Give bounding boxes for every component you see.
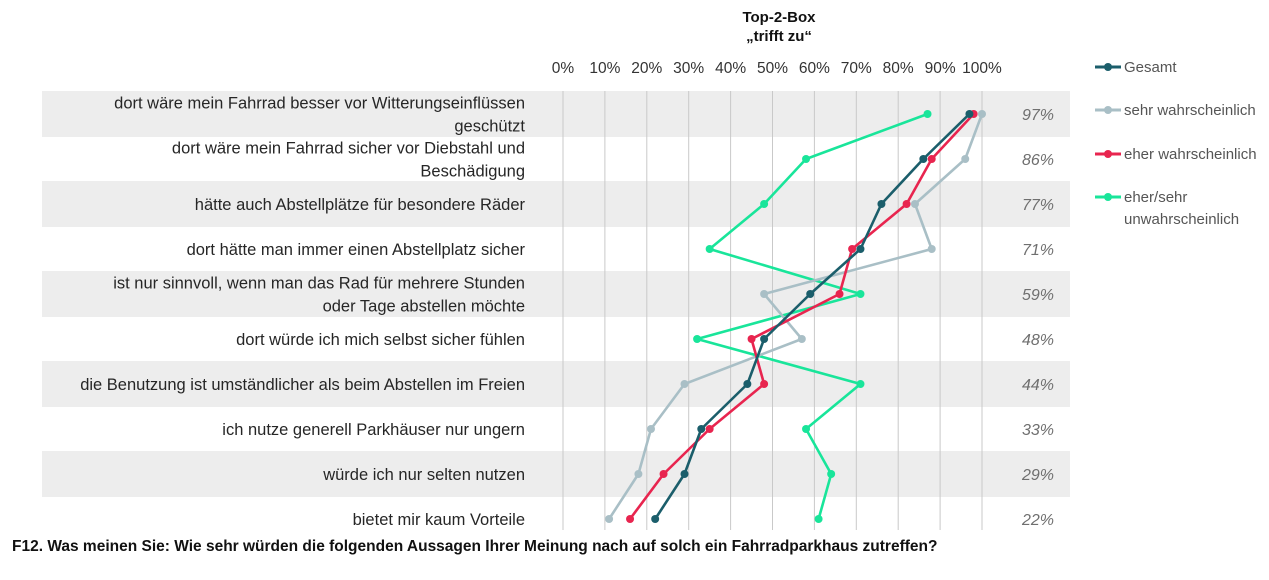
data-point bbox=[693, 335, 702, 343]
legend-label: unwahrscheinlich bbox=[1124, 211, 1239, 228]
x-tick-label: 60% bbox=[799, 60, 830, 77]
chart-subtitle: „trifft zu“ bbox=[746, 28, 812, 45]
data-point bbox=[978, 110, 986, 118]
data-point bbox=[605, 515, 614, 523]
x-tick-label: 90% bbox=[925, 60, 956, 77]
top2box-value-label: 33% bbox=[1022, 422, 1054, 439]
data-point bbox=[802, 155, 811, 163]
category-label: dort würde ich mich selbst sicher fühlen bbox=[236, 331, 525, 349]
series-line bbox=[695, 112, 928, 520]
data-point bbox=[919, 155, 928, 163]
data-point bbox=[626, 515, 635, 523]
top2box-value-label: 59% bbox=[1022, 287, 1054, 304]
data-point bbox=[877, 200, 886, 208]
data-point bbox=[902, 200, 911, 208]
data-point bbox=[760, 290, 769, 298]
data-point bbox=[923, 110, 932, 118]
data-point bbox=[856, 245, 865, 253]
x-tick-label: 80% bbox=[883, 60, 914, 77]
data-point bbox=[680, 470, 689, 478]
category-label: geschützt bbox=[454, 118, 525, 136]
top2box-value-label: 97% bbox=[1022, 107, 1054, 124]
data-point bbox=[651, 515, 660, 523]
data-point bbox=[856, 380, 865, 388]
top2box-line-chart: 0% 10% 20% 30% 40% 50% 60% 70% 80% 90% 100% Top-2-B… bbox=[42, 9, 1257, 530]
data-point bbox=[814, 515, 823, 523]
data-point bbox=[835, 290, 844, 298]
data-point bbox=[697, 425, 706, 433]
legend-swatch-marker bbox=[1104, 150, 1112, 158]
category-label: dort hätte man immer einen Abstellplatz … bbox=[187, 241, 526, 259]
data-point bbox=[705, 425, 714, 433]
top2box-value-label: 77% bbox=[1022, 197, 1054, 214]
data-point bbox=[927, 245, 936, 253]
data-point bbox=[827, 470, 836, 478]
data-point bbox=[659, 470, 668, 478]
legend-label: eher wahrscheinlich bbox=[1124, 146, 1257, 163]
data-point bbox=[856, 290, 865, 298]
data-point bbox=[760, 335, 769, 343]
category-label: würde ich nur selten nutzen bbox=[322, 466, 525, 484]
category-label: dort wäre mein Fahrrad sicher vor Diebst… bbox=[172, 140, 525, 158]
category-label: ich nutze generell Parkhäuser nur ungern bbox=[222, 421, 525, 439]
data-point bbox=[927, 155, 936, 163]
data-point bbox=[646, 425, 655, 433]
x-tick-label: 40% bbox=[715, 60, 746, 77]
data-point bbox=[797, 335, 806, 343]
top2box-value-label: 29% bbox=[1021, 467, 1054, 484]
category-label: ist nur sinnvoll, wenn man das Rad für m… bbox=[113, 275, 525, 293]
category-label: dort wäre mein Fahrrad besser vor Witter… bbox=[114, 95, 525, 113]
legend-label: eher/sehr bbox=[1124, 189, 1187, 206]
category-label: hätte auch Abstellplätze für besondere R… bbox=[195, 196, 526, 214]
legend-label: sehr wahrscheinlich bbox=[1124, 102, 1256, 119]
data-point bbox=[705, 245, 714, 253]
category-label: oder Tage abstellen möchte bbox=[323, 298, 525, 316]
data-point bbox=[802, 425, 811, 433]
top2box-value-label: 86% bbox=[1022, 152, 1054, 169]
x-tick-label: 30% bbox=[673, 60, 704, 77]
category-label: Beschädigung bbox=[420, 163, 525, 181]
data-point bbox=[680, 380, 689, 388]
data-point bbox=[760, 200, 769, 208]
data-point bbox=[747, 335, 756, 343]
legend-swatch-marker bbox=[1104, 106, 1112, 114]
row-band bbox=[42, 451, 1070, 497]
data-point bbox=[910, 200, 919, 208]
top2box-value-label: 22% bbox=[1021, 512, 1054, 529]
series-line bbox=[628, 113, 975, 520]
x-tick-label: 50% bbox=[757, 60, 788, 77]
x-tick-label: 20% bbox=[631, 60, 662, 77]
series-line bbox=[608, 113, 984, 520]
legend-swatch-marker bbox=[1104, 193, 1112, 201]
top2box-value-label: 48% bbox=[1022, 332, 1054, 349]
series-line bbox=[654, 113, 971, 520]
data-point bbox=[965, 110, 974, 118]
data-point bbox=[743, 380, 752, 388]
data-point bbox=[634, 470, 643, 478]
survey-question-caption: F12. Was meinen Sie: Wie sehr würden die… bbox=[12, 538, 938, 555]
data-point bbox=[848, 245, 857, 253]
data-point bbox=[760, 380, 769, 388]
legend-swatch-marker bbox=[1104, 63, 1112, 71]
x-tick-label: 10% bbox=[589, 60, 620, 77]
category-label: die Benutzung ist umständlicher als beim… bbox=[80, 376, 525, 394]
x-tick-label: 100% bbox=[962, 60, 1002, 77]
legend-label: Gesamt bbox=[1124, 59, 1177, 76]
x-tick-label: 70% bbox=[841, 60, 872, 77]
data-point bbox=[961, 155, 970, 163]
top2box-value-label: 44% bbox=[1022, 377, 1054, 394]
chart-title: Top-2-Box bbox=[742, 9, 816, 26]
top2box-value-label: 71% bbox=[1022, 242, 1054, 259]
category-label: bietet mir kaum Vorteile bbox=[353, 511, 525, 529]
x-tick-label: 0% bbox=[552, 60, 575, 77]
data-point bbox=[806, 290, 815, 298]
